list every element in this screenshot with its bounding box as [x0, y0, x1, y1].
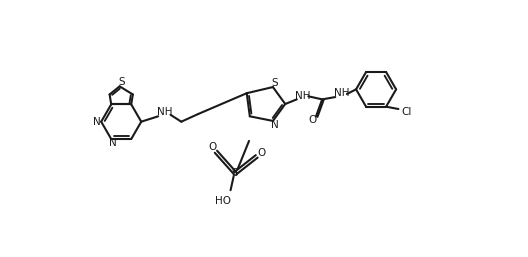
- Text: S: S: [271, 78, 278, 88]
- Text: O: O: [257, 148, 266, 158]
- Text: S: S: [232, 168, 239, 178]
- Text: S: S: [119, 78, 125, 87]
- Text: N: N: [270, 120, 278, 130]
- Text: O: O: [308, 115, 316, 125]
- Text: NH: NH: [334, 88, 349, 98]
- Text: O: O: [208, 142, 216, 152]
- Text: N: N: [93, 117, 100, 127]
- Text: N: N: [109, 138, 117, 148]
- Text: HO: HO: [215, 196, 231, 206]
- Text: NH: NH: [157, 107, 172, 117]
- Text: NH: NH: [295, 90, 310, 100]
- Text: Cl: Cl: [401, 107, 411, 117]
